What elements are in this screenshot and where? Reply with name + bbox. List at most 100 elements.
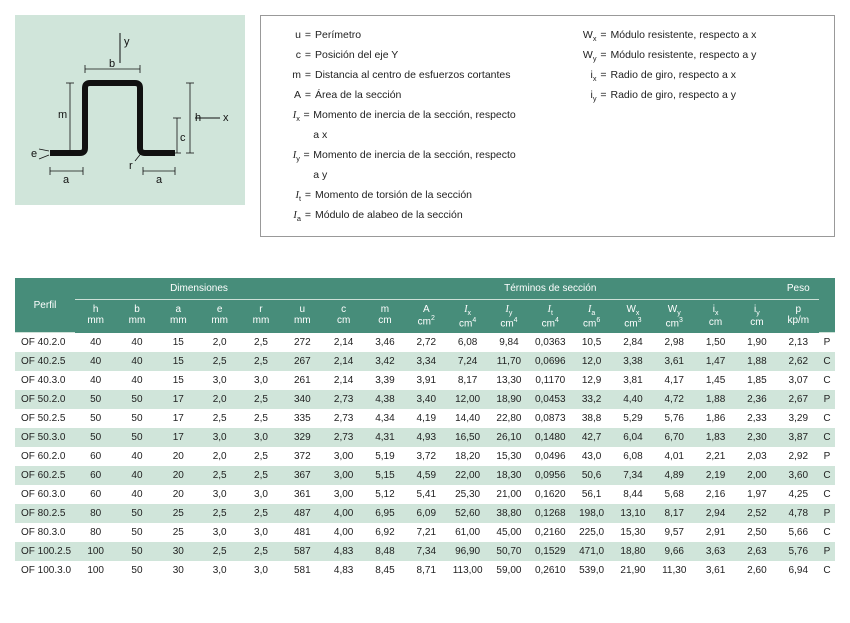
cell-value: 17 — [158, 428, 199, 447]
cell-value: 340 — [282, 390, 323, 409]
cell-value: 581 — [282, 561, 323, 580]
dim-a-right-label: a — [156, 174, 163, 186]
cell-value: 3,0 — [199, 561, 240, 580]
cell-value: 60 — [75, 485, 116, 504]
th-terminos: Términos de sección — [323, 277, 778, 299]
cell-type: C — [819, 428, 835, 447]
cell-value: 1,85 — [736, 371, 777, 390]
cell-value: 2,63 — [736, 542, 777, 561]
cell-value: 8,71 — [406, 561, 447, 580]
th-perfil: Perfil — [15, 277, 75, 333]
cell-value: 5,66 — [778, 523, 819, 542]
cell-value: 50 — [75, 428, 116, 447]
th-col: ixcm — [695, 299, 736, 333]
cell-value: 38,8 — [571, 409, 612, 428]
cell-value: 3,0 — [240, 371, 281, 390]
cell-value: 4,72 — [654, 390, 695, 409]
cell-value: 3,81 — [612, 371, 653, 390]
cell-value: 272 — [282, 333, 323, 353]
cell-value: 4,25 — [778, 485, 819, 504]
cell-profile: OF 60.3.0 — [15, 485, 75, 504]
section-table: Perfil Dimensiones Términos de sección P… — [15, 277, 835, 581]
cell-value: 2,98 — [654, 333, 695, 353]
cell-value: 15,30 — [612, 523, 653, 542]
cell-value: 100 — [75, 542, 116, 561]
cell-value: 14,40 — [447, 409, 488, 428]
cell-value: 2,67 — [778, 390, 819, 409]
cell-value: 2,73 — [323, 428, 364, 447]
cell-value: 5,76 — [654, 409, 695, 428]
cell-value: 40 — [116, 466, 157, 485]
cell-value: 80 — [75, 504, 116, 523]
cell-value: 18,20 — [447, 447, 488, 466]
cell-value: 3,61 — [654, 352, 695, 371]
cell-profile: OF 50.2.5 — [15, 409, 75, 428]
cell-value: 2,91 — [695, 523, 736, 542]
cell-value: 0,1480 — [530, 428, 571, 447]
table-row: OF 100.3.010050303,03,05814,838,458,7111… — [15, 561, 835, 580]
table-row: OF 60.2.06040202,02,53723,005,193,7218,2… — [15, 447, 835, 466]
cell-value: 2,5 — [240, 333, 281, 353]
cell-value: 6,92 — [364, 523, 405, 542]
legend-col-right: Wx=Módulo resistente, respecto a xWy=Mód… — [573, 26, 819, 226]
cell-value: 6,04 — [612, 428, 653, 447]
cell-profile: OF 60.2.5 — [15, 466, 75, 485]
table-row: OF 60.3.06040203,03,03613,005,125,4125,3… — [15, 485, 835, 504]
cell-value: 5,41 — [406, 485, 447, 504]
cell-value: 2,5 — [240, 466, 281, 485]
cell-value: 2,5 — [199, 542, 240, 561]
table-row: OF 100.2.510050302,52,55874,838,487,3496… — [15, 542, 835, 561]
cell-profile: OF 80.3.0 — [15, 523, 75, 542]
cell-value: 5,76 — [778, 542, 819, 561]
cell-value: 8,17 — [447, 371, 488, 390]
cell-value: 2,73 — [323, 409, 364, 428]
cell-value: 1,45 — [695, 371, 736, 390]
cell-value: 2,00 — [736, 466, 777, 485]
cell-value: 2,60 — [736, 561, 777, 580]
cell-value: 40 — [75, 333, 116, 353]
cell-value: 1,47 — [695, 352, 736, 371]
cell-value: 3,39 — [364, 371, 405, 390]
cell-profile: OF 50.2.0 — [15, 390, 75, 409]
cell-value: 3,0 — [240, 523, 281, 542]
cell-value: 487 — [282, 504, 323, 523]
cell-value: 13,30 — [488, 371, 529, 390]
cell-value: 267 — [282, 352, 323, 371]
cell-value: 198,0 — [571, 504, 612, 523]
th-col: hmm — [75, 299, 116, 333]
cell-value: 2,19 — [695, 466, 736, 485]
cell-value: 2,84 — [612, 333, 653, 353]
cell-value: 7,34 — [406, 542, 447, 561]
legend-row: m=Distancia al centro de esfuerzos corta… — [277, 66, 523, 86]
cell-value: 21,90 — [612, 561, 653, 580]
cell-value: 22,00 — [447, 466, 488, 485]
th-col: Acm2 — [406, 299, 447, 333]
cell-value: 15 — [158, 371, 199, 390]
cell-value: 4,00 — [323, 523, 364, 542]
cell-value: 3,0 — [240, 561, 281, 580]
cell-value: 18,80 — [612, 542, 653, 561]
dim-h-label: h — [195, 112, 201, 124]
cell-type: C — [819, 371, 835, 390]
cell-type: C — [819, 561, 835, 580]
cell-value: 4,93 — [406, 428, 447, 447]
cell-value: 2,52 — [736, 504, 777, 523]
cell-value: 22,80 — [488, 409, 529, 428]
cell-value: 1,83 — [695, 428, 736, 447]
cell-value: 587 — [282, 542, 323, 561]
th-col: umm — [282, 299, 323, 333]
cell-value: 5,12 — [364, 485, 405, 504]
cell-value: 2,92 — [778, 447, 819, 466]
cell-type: C — [819, 409, 835, 428]
cell-value: 26,10 — [488, 428, 529, 447]
cell-value: 2,5 — [240, 447, 281, 466]
cell-value: 40 — [116, 333, 157, 353]
cell-profile: OF 60.2.0 — [15, 447, 75, 466]
cell-value: 2,5 — [240, 352, 281, 371]
cell-value: 60 — [75, 466, 116, 485]
cell-value: 2,62 — [778, 352, 819, 371]
cell-value: 50 — [116, 561, 157, 580]
cell-value: 2,5 — [199, 409, 240, 428]
th-col: Wxcm3 — [612, 299, 653, 333]
cell-value: 0,0363 — [530, 333, 571, 353]
